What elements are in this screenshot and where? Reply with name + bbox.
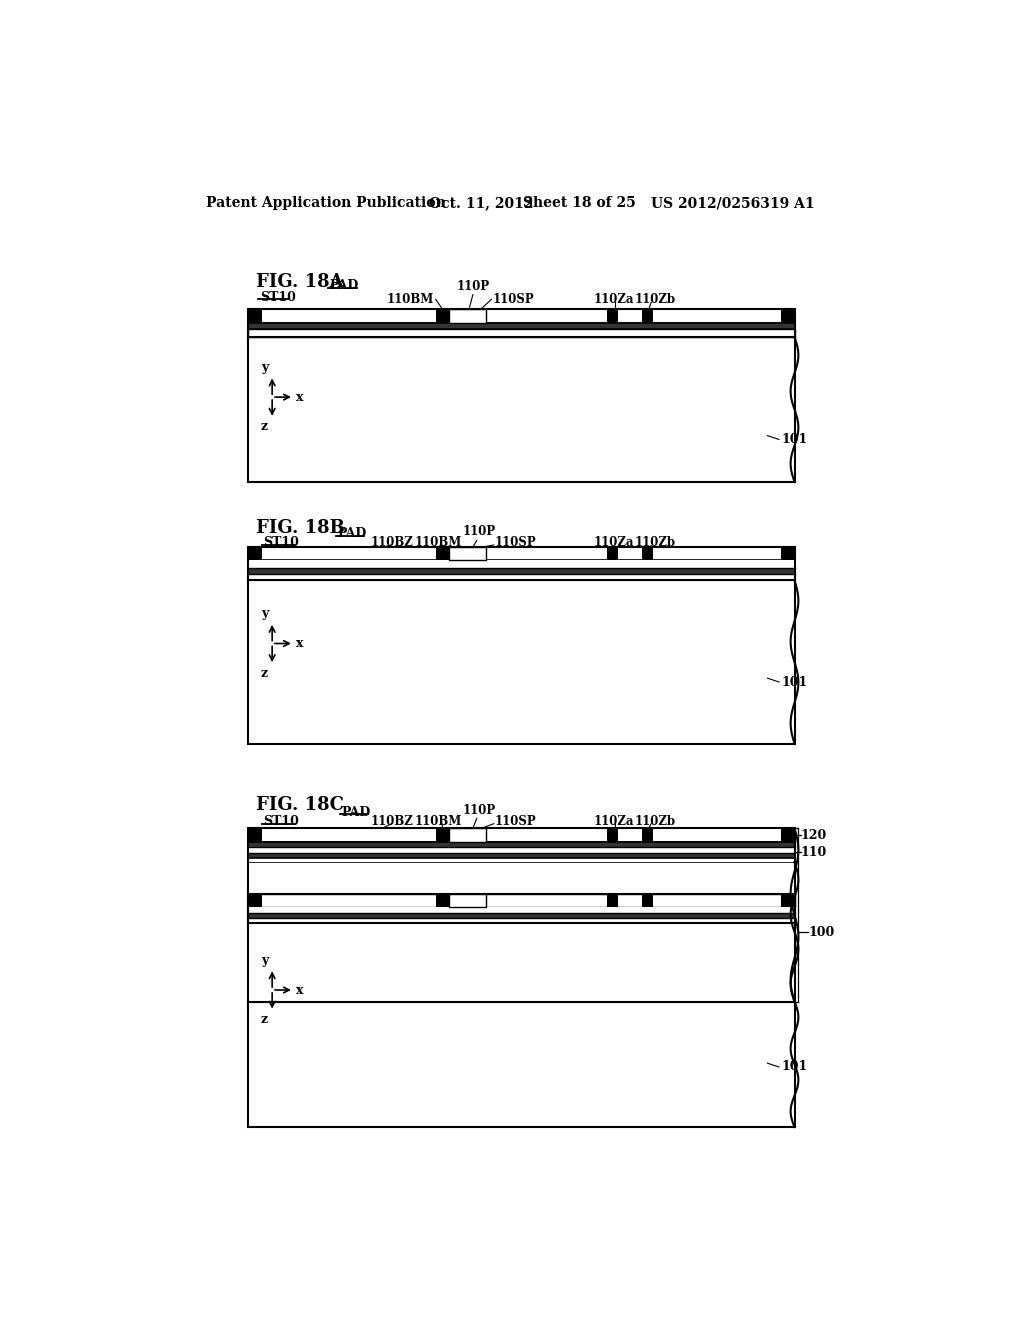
- Text: 100: 100: [809, 925, 835, 939]
- Text: 110P: 110P: [457, 280, 489, 293]
- Text: 110Zb: 110Zb: [635, 536, 676, 549]
- Bar: [248, 829, 795, 842]
- Bar: [436, 309, 449, 323]
- Text: 110Zb: 110Zb: [635, 814, 676, 828]
- Text: 110BM: 110BM: [415, 814, 462, 828]
- Bar: [248, 894, 795, 923]
- Bar: [780, 548, 795, 560]
- Bar: [248, 323, 795, 330]
- Text: 110Zb: 110Zb: [635, 293, 676, 306]
- Text: 101: 101: [781, 1060, 808, 1073]
- Bar: [780, 309, 795, 323]
- Text: Oct. 11, 2012: Oct. 11, 2012: [429, 197, 534, 210]
- Bar: [248, 894, 262, 907]
- Bar: [248, 917, 795, 923]
- Text: 101: 101: [781, 676, 808, 689]
- Text: z: z: [261, 667, 268, 680]
- Text: 110P: 110P: [463, 804, 496, 817]
- Bar: [248, 581, 795, 743]
- Bar: [607, 309, 617, 323]
- Text: 110SP: 110SP: [493, 293, 534, 306]
- Bar: [248, 560, 795, 568]
- Bar: [642, 309, 652, 323]
- Bar: [248, 894, 795, 907]
- Bar: [607, 829, 617, 842]
- Bar: [642, 829, 652, 842]
- Bar: [248, 309, 795, 337]
- Bar: [248, 309, 262, 323]
- Bar: [248, 330, 795, 337]
- Text: 110BZ: 110BZ: [370, 536, 413, 549]
- Bar: [248, 574, 795, 581]
- Bar: [449, 309, 486, 323]
- Text: 110Za: 110Za: [594, 293, 634, 306]
- Text: 110BM: 110BM: [415, 536, 462, 549]
- Bar: [248, 853, 795, 858]
- Text: PAD: PAD: [341, 805, 371, 818]
- Bar: [248, 568, 795, 574]
- Text: 110SP: 110SP: [495, 814, 537, 828]
- Text: x: x: [296, 391, 304, 404]
- Text: FIG. 18B: FIG. 18B: [256, 519, 345, 537]
- Bar: [642, 894, 652, 907]
- Bar: [780, 894, 795, 907]
- Bar: [449, 829, 486, 842]
- Bar: [248, 548, 795, 581]
- Bar: [436, 548, 449, 560]
- Bar: [248, 894, 795, 923]
- Bar: [449, 894, 486, 907]
- Text: PAD: PAD: [337, 527, 367, 540]
- Text: 110P: 110P: [463, 525, 496, 539]
- Text: z: z: [261, 420, 268, 433]
- Text: 110BM: 110BM: [387, 293, 434, 306]
- Text: Patent Application Publication: Patent Application Publication: [206, 197, 445, 210]
- Text: x: x: [296, 983, 304, 997]
- Text: 110BZ: 110BZ: [370, 814, 413, 828]
- Bar: [248, 548, 262, 560]
- Text: z: z: [261, 1014, 268, 1026]
- Text: y: y: [261, 607, 268, 620]
- Text: y: y: [261, 360, 268, 374]
- Bar: [248, 548, 795, 560]
- Text: y: y: [261, 954, 268, 966]
- Text: 110: 110: [801, 846, 827, 859]
- Bar: [248, 337, 795, 482]
- Bar: [436, 829, 449, 842]
- Bar: [449, 548, 486, 560]
- Bar: [607, 894, 617, 907]
- Text: 110SP: 110SP: [495, 536, 537, 549]
- Bar: [449, 548, 486, 560]
- Text: PAD: PAD: [330, 279, 358, 292]
- Bar: [449, 894, 486, 907]
- Bar: [436, 894, 449, 907]
- Bar: [642, 548, 652, 560]
- Bar: [248, 862, 795, 1002]
- Text: ST10: ST10: [260, 290, 296, 304]
- Text: 120: 120: [801, 829, 827, 842]
- Text: x: x: [296, 638, 304, 649]
- Bar: [248, 842, 795, 847]
- Text: ST10: ST10: [263, 536, 299, 549]
- Text: US 2012/0256319 A1: US 2012/0256319 A1: [651, 197, 815, 210]
- Text: 101: 101: [781, 433, 808, 446]
- Text: FIG. 18A: FIG. 18A: [256, 273, 343, 292]
- Bar: [248, 907, 795, 913]
- Bar: [449, 829, 486, 842]
- Text: Sheet 18 of 25: Sheet 18 of 25: [523, 197, 636, 210]
- Bar: [248, 829, 262, 842]
- Bar: [248, 829, 795, 1002]
- Bar: [248, 913, 795, 917]
- Bar: [780, 829, 795, 842]
- Bar: [248, 1002, 795, 1127]
- Text: FIG. 18C: FIG. 18C: [256, 796, 344, 814]
- Text: 110Za: 110Za: [594, 536, 634, 549]
- Bar: [449, 309, 486, 323]
- Bar: [248, 842, 795, 862]
- Text: ST10: ST10: [263, 814, 299, 828]
- Text: 110Za: 110Za: [594, 814, 634, 828]
- Bar: [248, 309, 795, 323]
- Bar: [607, 548, 617, 560]
